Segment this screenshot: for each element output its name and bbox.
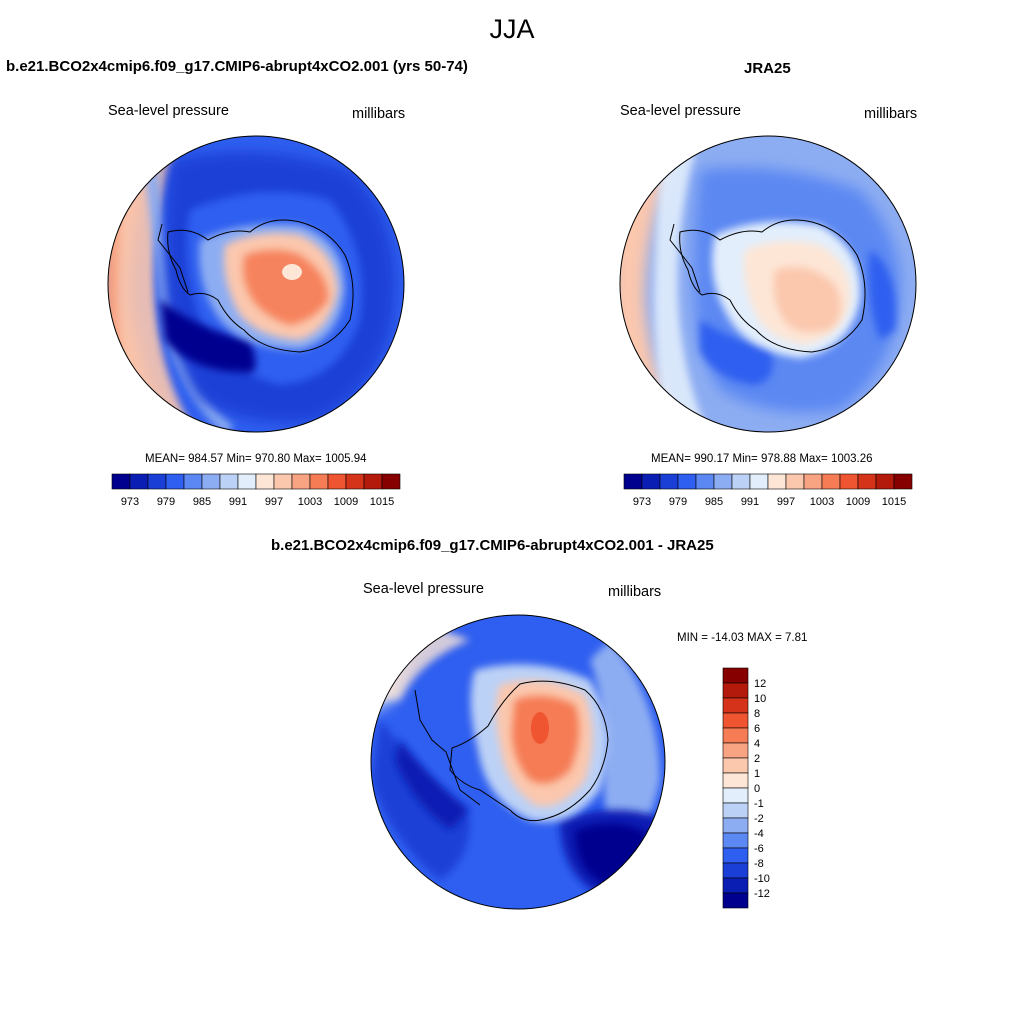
colorbar-swatch bbox=[327, 473, 347, 490]
colorbar-swatch bbox=[722, 742, 749, 759]
colorbar-swatch bbox=[345, 473, 365, 490]
colorbar-tick-label: 997 bbox=[265, 496, 283, 508]
colorbar-swatch bbox=[731, 473, 751, 490]
colorbar-tick-label: -12 bbox=[754, 888, 770, 900]
colorbar-swatch bbox=[722, 847, 749, 864]
colorbar-swatch bbox=[722, 892, 749, 909]
colorbar-swatch bbox=[785, 473, 805, 490]
colorbar-tick-label: 997 bbox=[777, 496, 795, 508]
colorbar-swatch bbox=[875, 473, 895, 490]
model-panel-title: b.e21.BCO2x4cmip6.f09_g17.CMIP6-abrupt4x… bbox=[6, 58, 468, 75]
colorbar-tick-label: 12 bbox=[754, 678, 766, 690]
colorbar-swatch bbox=[659, 473, 679, 490]
colorbar-swatch bbox=[677, 473, 697, 490]
model-colorbar: 973 979 985 991 997 1003 1009 1015 bbox=[111, 473, 401, 508]
colorbar-swatch bbox=[183, 473, 203, 490]
colorbar-swatch bbox=[722, 772, 749, 789]
colorbar-tick-label: -8 bbox=[754, 858, 764, 870]
colorbar-swatch bbox=[839, 473, 859, 490]
model-stats: MEAN= 984.57 Min= 970.80 Max= 1005.94 bbox=[145, 453, 367, 465]
difference-polar-map bbox=[370, 614, 666, 910]
colorbar-tick-label: -1 bbox=[754, 798, 764, 810]
obs-polar-map bbox=[619, 135, 917, 433]
colorbar-swatch bbox=[722, 832, 749, 849]
colorbar-swatch bbox=[129, 473, 149, 490]
colorbar-tick-label: 991 bbox=[229, 496, 247, 508]
colorbar-swatch bbox=[363, 473, 383, 490]
colorbar-swatch bbox=[641, 473, 661, 490]
colorbar-tick-label: -10 bbox=[754, 873, 770, 885]
colorbar-tick-label: 2 bbox=[754, 753, 760, 765]
model-variable-label: Sea-level pressure bbox=[108, 103, 229, 119]
colorbar-swatch bbox=[111, 473, 131, 490]
obs-stats: MEAN= 990.17 Min= 978.88 Max= 1003.26 bbox=[651, 453, 873, 465]
colorbar-swatch bbox=[722, 682, 749, 699]
colorbar-tick-label: -6 bbox=[754, 843, 764, 855]
colorbar-swatch bbox=[722, 787, 749, 804]
colorbar-tick-label: 1009 bbox=[334, 496, 358, 508]
colorbar-tick-label: 1003 bbox=[810, 496, 834, 508]
colorbar-tick-label: -4 bbox=[754, 828, 764, 840]
colorbar-tick-label: -2 bbox=[754, 813, 764, 825]
colorbar-swatch bbox=[713, 473, 733, 490]
colorbar-swatch bbox=[255, 473, 275, 490]
colorbar-swatch bbox=[273, 473, 293, 490]
obs-panel-title: JRA25 bbox=[744, 60, 791, 77]
colorbar-swatch bbox=[722, 757, 749, 774]
colorbar-swatch bbox=[695, 473, 715, 490]
colorbar-tick-label: 1015 bbox=[882, 496, 906, 508]
colorbar-swatch bbox=[749, 473, 769, 490]
model-units-label: millibars bbox=[352, 106, 406, 122]
colorbar-tick-label: 1015 bbox=[370, 496, 394, 508]
colorbar-swatch bbox=[722, 862, 749, 879]
colorbar-tick-label: 1009 bbox=[846, 496, 870, 508]
colorbar-swatch bbox=[767, 473, 787, 490]
colorbar-swatch bbox=[722, 817, 749, 834]
colorbar-swatch bbox=[722, 712, 749, 729]
colorbar-swatch bbox=[147, 473, 167, 490]
colorbar-swatch bbox=[722, 802, 749, 819]
model-polar-map bbox=[107, 135, 405, 433]
colorbar-tick-label: 985 bbox=[705, 496, 723, 508]
diff-variable-label: Sea-level pressure bbox=[363, 581, 484, 597]
colorbar-swatch bbox=[893, 473, 913, 490]
colorbar-tick-label: 991 bbox=[741, 496, 759, 508]
colorbar-swatch bbox=[237, 473, 257, 490]
colorbar-tick-label: 10 bbox=[754, 693, 766, 705]
diff-units-label: millibars bbox=[608, 584, 662, 600]
colorbar-swatch bbox=[201, 473, 221, 490]
diff-panel-title: b.e21.BCO2x4cmip6.f09_g17.CMIP6-abrupt4x… bbox=[271, 537, 714, 554]
colorbar-tick-label: 4 bbox=[754, 738, 760, 750]
obs-colorbar: 973 979 985 991 997 1003 1009 1015 bbox=[623, 473, 913, 508]
colorbar-tick-label: 979 bbox=[157, 496, 175, 508]
obs-variable-label: Sea-level pressure bbox=[620, 103, 741, 119]
obs-units-label: millibars bbox=[864, 106, 918, 122]
colorbar-tick-label: 985 bbox=[193, 496, 211, 508]
colorbar-swatch bbox=[722, 727, 749, 744]
colorbar-tick-label: 6 bbox=[754, 723, 760, 735]
colorbar-tick-label: 8 bbox=[754, 708, 760, 720]
colorbar-swatch bbox=[803, 473, 823, 490]
colorbar-tick-label: 973 bbox=[121, 496, 139, 508]
colorbar-tick-label: 0 bbox=[754, 783, 760, 795]
colorbar-swatch bbox=[722, 697, 749, 714]
colorbar-tick-label: 973 bbox=[633, 496, 651, 508]
diff-stats: MIN = -14.03 MAX = 7.81 bbox=[677, 632, 808, 644]
colorbar-swatch bbox=[291, 473, 311, 490]
figure-title: JJA bbox=[489, 14, 535, 44]
colorbar-swatch bbox=[623, 473, 643, 490]
colorbar-swatch bbox=[309, 473, 329, 490]
colorbar-swatch bbox=[219, 473, 239, 490]
colorbar-swatch bbox=[381, 473, 401, 490]
colorbar-swatch bbox=[722, 667, 749, 684]
colorbar-tick-label: 1 bbox=[754, 768, 760, 780]
colorbar-swatch bbox=[165, 473, 185, 490]
colorbar-swatch bbox=[821, 473, 841, 490]
colorbar-swatch bbox=[857, 473, 877, 490]
colorbar-tick-label: 979 bbox=[669, 496, 687, 508]
colorbar-swatch bbox=[722, 877, 749, 894]
colorbar-tick-label: 1003 bbox=[298, 496, 322, 508]
